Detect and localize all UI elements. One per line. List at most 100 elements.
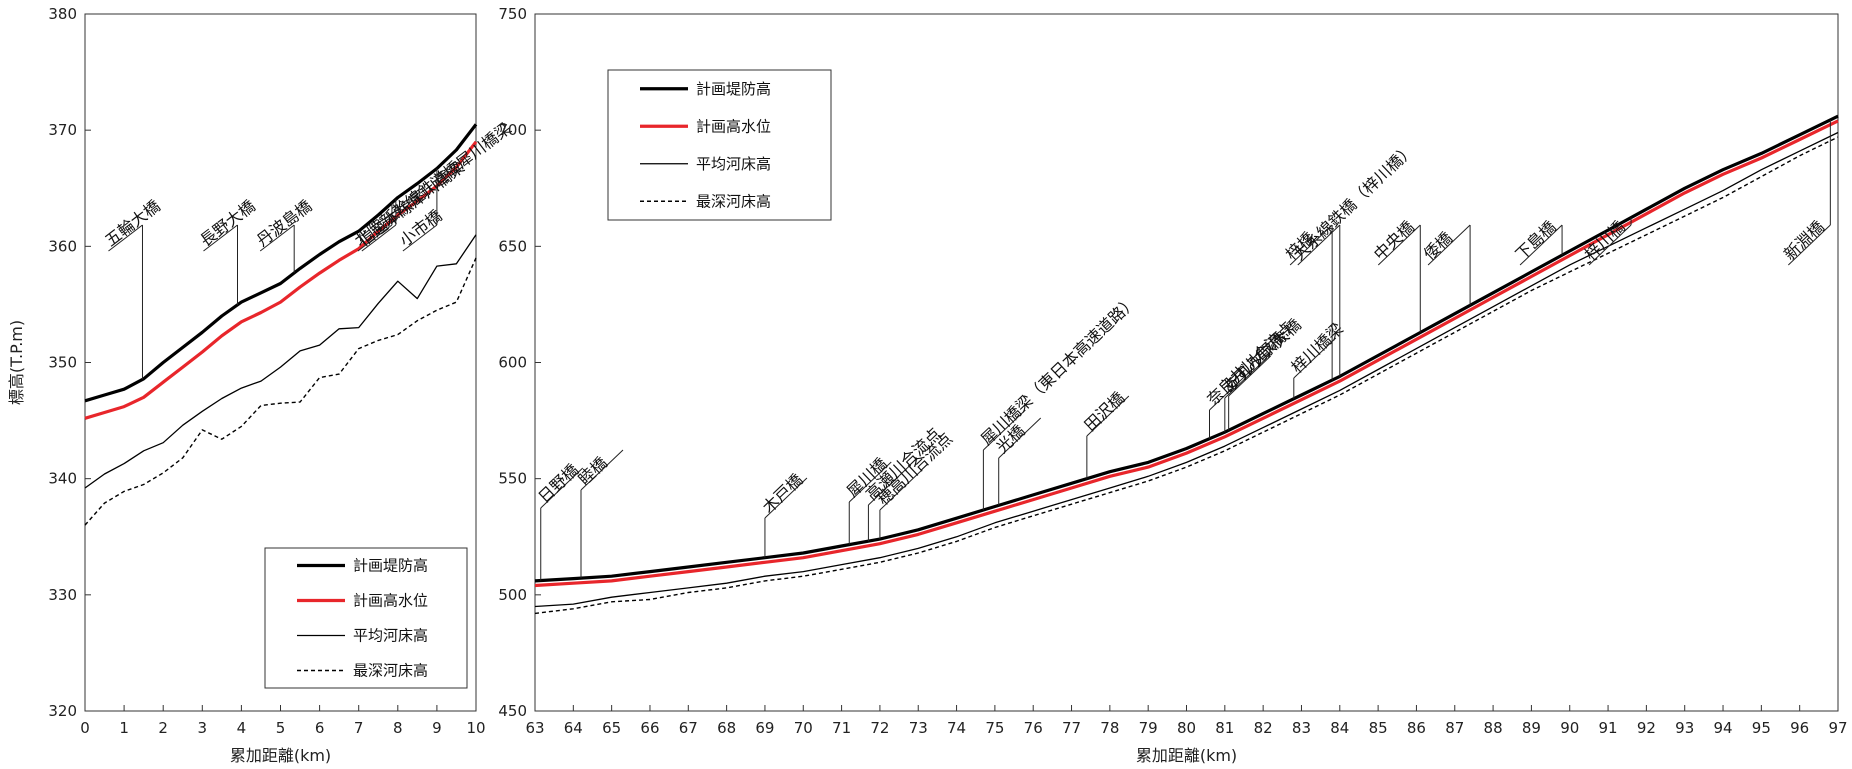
annotation-label: 長野大橋 xyxy=(196,196,258,250)
y-tick-label: 650 xyxy=(498,237,527,255)
x-tick-label: 2 xyxy=(158,719,168,737)
left-chart-panel: 320 330 340 350 360 370 380 0 1 2 3 4 5 6 7 8 9 10 累加距離(km… xyxy=(7,5,515,765)
x-tick-label: 6 xyxy=(315,719,325,737)
x-tick-label: 89 xyxy=(1522,719,1541,737)
annotation-label: 日野橋 xyxy=(534,460,582,507)
x-tick-label: 72 xyxy=(870,719,889,737)
series-line-3 xyxy=(534,136,1839,615)
x-tick-label: 86 xyxy=(1407,719,1426,737)
x-tick-label: 71 xyxy=(832,719,851,737)
series-line-1 xyxy=(534,119,1839,588)
annotation-label: 犀川橋梁（東日本高速道路） xyxy=(977,292,1141,449)
x-tick-label: 9 xyxy=(432,719,442,737)
x-axis-title: 累加距離(km) xyxy=(230,746,331,765)
x-tick-label: 76 xyxy=(1024,719,1043,737)
annotation-marker: 大糸線鉄橋（梓川橋） xyxy=(1289,140,1418,377)
y-tick-label: 340 xyxy=(48,470,77,488)
x-tick-label: 8 xyxy=(393,719,403,737)
series-line-1 xyxy=(84,140,478,420)
x-tick-label: 81 xyxy=(1215,719,1234,737)
legend-label: 平均河床高 xyxy=(696,155,771,173)
y-tick-label: 370 xyxy=(48,121,77,139)
x-tick-label: 82 xyxy=(1254,719,1273,737)
legend-label: 計画高水位 xyxy=(696,117,771,135)
legend-label: 計画堤防高 xyxy=(353,557,428,575)
y-tick-label: 700 xyxy=(498,121,527,139)
annotation-marker: 丹波島橋 xyxy=(253,196,315,273)
x-tick-label: 96 xyxy=(1790,719,1809,737)
y-tick-label: 350 xyxy=(48,354,77,372)
y-tick-label: 330 xyxy=(48,586,77,604)
x-tick-label: 74 xyxy=(947,719,966,737)
legend-label: 計画高水位 xyxy=(353,592,428,610)
y-tick-label: 320 xyxy=(48,702,77,720)
y-tick-label: 360 xyxy=(48,237,77,255)
x-tick-label: 91 xyxy=(1599,719,1618,737)
y-tick-label: 550 xyxy=(498,470,527,488)
x-tick-label: 0 xyxy=(80,719,90,737)
legend-label: 最深河床高 xyxy=(353,662,428,680)
x-tick-label: 78 xyxy=(1100,719,1119,737)
annotation-label: 倭橋 xyxy=(1420,228,1456,264)
x-tick-label: 10 xyxy=(466,719,485,737)
y-tick-label: 450 xyxy=(498,702,527,720)
x-tick-label: 68 xyxy=(717,719,736,737)
x-tick-label: 90 xyxy=(1560,719,1579,737)
x-tick-label: 1 xyxy=(119,719,129,737)
legend-label: 計画堤防高 xyxy=(696,80,771,98)
y-tick-label: 750 xyxy=(498,5,527,23)
legend-box xyxy=(264,547,468,689)
annotation-label: 新淵橋 xyxy=(1780,217,1828,264)
series-line-0 xyxy=(84,123,478,403)
annotation-marker: 日野橋 xyxy=(534,460,584,581)
y-tick-label: 500 xyxy=(498,586,527,604)
x-tick-label: 94 xyxy=(1713,719,1732,737)
annotation-label: 下島橋 xyxy=(1512,217,1560,264)
x-tick-label: 63 xyxy=(525,719,544,737)
annotation-label: 五輪大橋 xyxy=(101,196,163,250)
x-tick-label: 4 xyxy=(237,719,247,737)
x-tick-label: 80 xyxy=(1177,719,1196,737)
annotation-label: 木戸橋 xyxy=(759,470,807,517)
x-tick-label: 92 xyxy=(1637,719,1656,737)
x-tick-label: 75 xyxy=(985,719,1004,737)
annotation-label: 中央橋 xyxy=(1370,217,1418,264)
x-tick-label: 77 xyxy=(1062,719,1081,737)
x-tick-label: 88 xyxy=(1484,719,1503,737)
x-tick-label: 7 xyxy=(354,719,364,737)
legend-label: 最深河床高 xyxy=(696,192,771,210)
x-tick-label: 69 xyxy=(755,719,774,737)
annotation-marker: 五輪大橋 xyxy=(101,196,164,380)
x-tick-label: 84 xyxy=(1330,719,1349,737)
annotation-label: アルプス大橋 xyxy=(1222,315,1305,395)
x-tick-label: 66 xyxy=(640,719,659,737)
legend-label: 平均河床高 xyxy=(353,627,428,645)
series-line-3 xyxy=(84,257,477,526)
y-axis-title: 標高(T.P.m) xyxy=(7,320,26,405)
y-tick-label: 600 xyxy=(498,354,527,372)
annotation-marker: 中央橋 xyxy=(1370,217,1421,333)
x-tick-label: 87 xyxy=(1445,719,1464,737)
annotation-marker: 倭橋 xyxy=(1420,224,1471,306)
x-tick-label: 79 xyxy=(1139,719,1158,737)
annotation-label: 田沢橋 xyxy=(1081,388,1129,435)
series-line-2 xyxy=(84,234,477,489)
x-tick-label: 64 xyxy=(564,719,583,737)
x-tick-label: 85 xyxy=(1369,719,1388,737)
x-tick-label: 83 xyxy=(1292,719,1311,737)
annotation-marker: 長野大橋 xyxy=(196,196,259,305)
x-tick-label: 3 xyxy=(198,719,208,737)
annotation-label: 睦橋 xyxy=(575,453,611,489)
x-tick-label: 70 xyxy=(794,719,813,737)
x-tick-label: 95 xyxy=(1752,719,1771,737)
series-line-0 xyxy=(534,114,1839,583)
x-axis-title: 累加距離(km) xyxy=(1136,746,1237,765)
x-tick-label: 73 xyxy=(909,719,928,737)
right-chart-panel: 450 500 550 600 650 700 750 63 64 65 66 67 68 69 70 71 7… xyxy=(498,5,1847,765)
x-tick-label: 67 xyxy=(679,719,698,737)
legend-box xyxy=(607,69,832,221)
y-tick-label: 380 xyxy=(48,5,77,23)
